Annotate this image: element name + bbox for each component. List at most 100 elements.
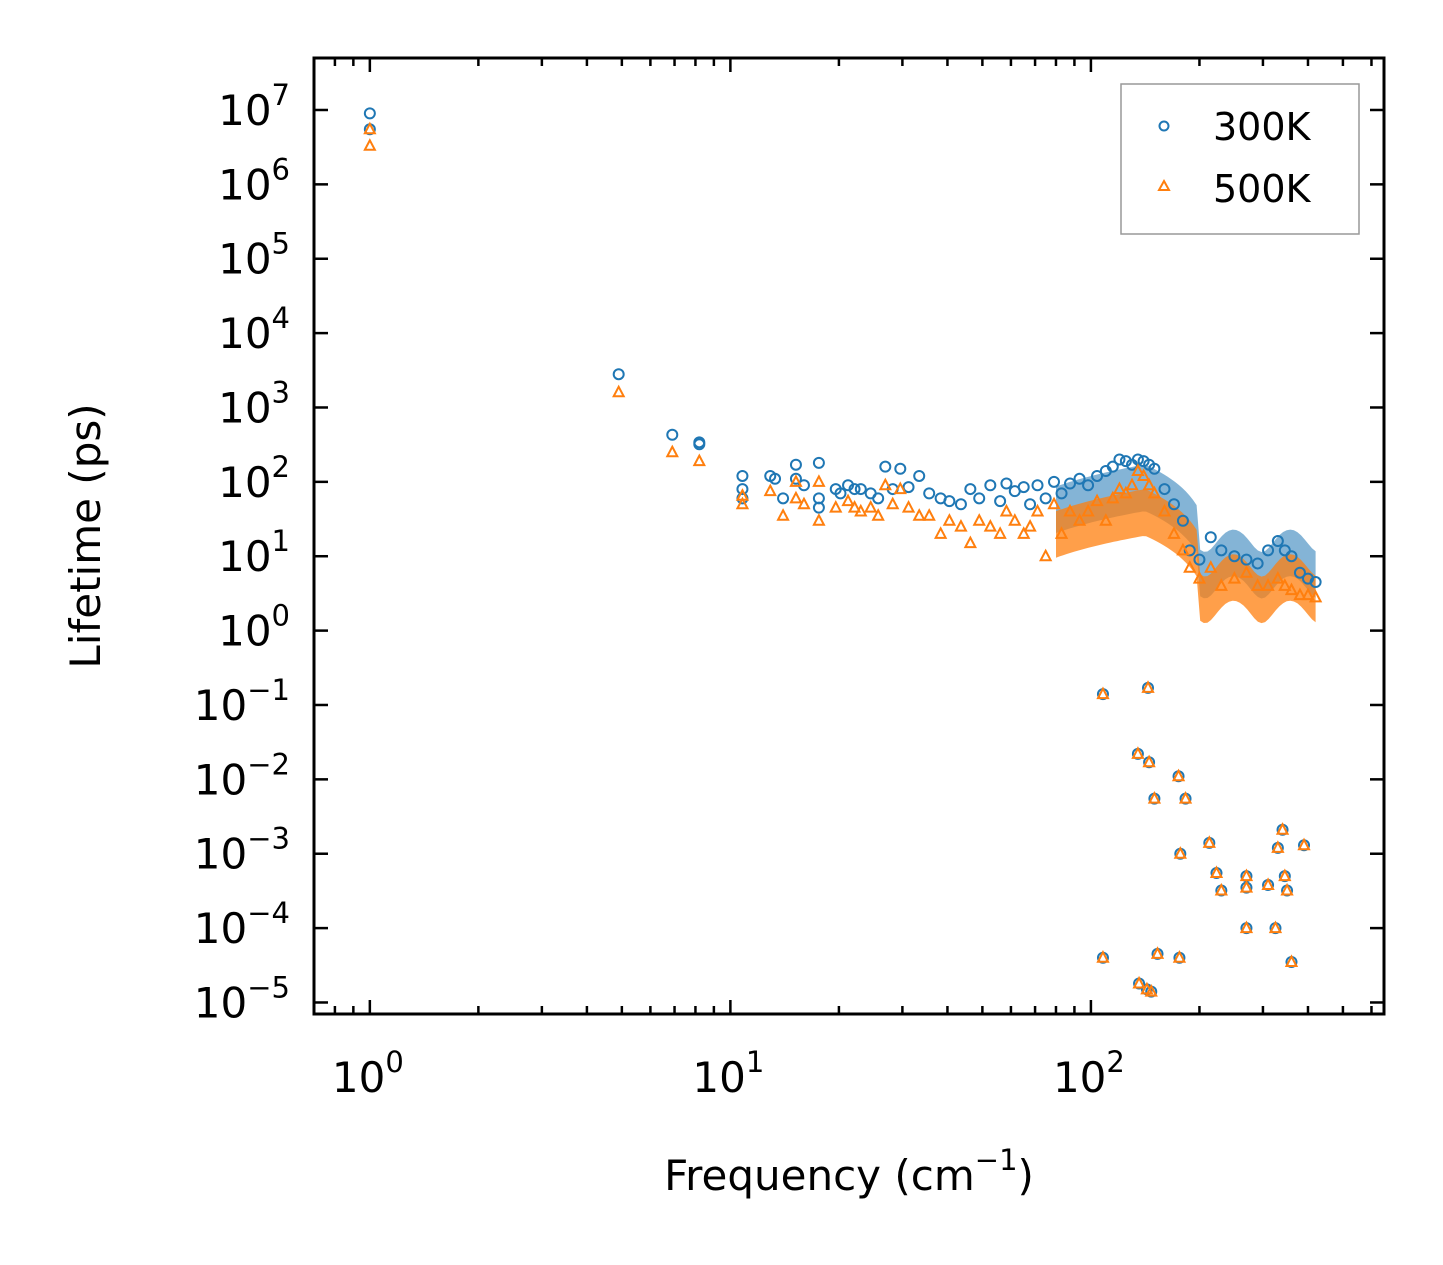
legend-label-300k: 300K [1213, 105, 1312, 149]
point-500k [912, 508, 926, 521]
point-500k [871, 508, 885, 521]
point-500k [1204, 560, 1218, 573]
legend: 300K 500K [1120, 83, 1360, 235]
point-500k [1297, 837, 1311, 851]
point-500k [1209, 865, 1224, 879]
point-500k [1008, 513, 1022, 526]
point-500k [854, 503, 868, 517]
point-500k [1106, 490, 1120, 504]
point-300k [842, 479, 855, 492]
point-300k [1082, 479, 1095, 492]
point-500k [1144, 983, 1158, 997]
point-300k [1064, 477, 1077, 490]
axis-tick-labels: 100 101 102 107 106 105 104 103 102 101 100 10−1 10−… [194, 78, 1125, 1102]
point-500k [812, 513, 826, 526]
point-500k [1136, 468, 1151, 481]
point-500k [1308, 589, 1323, 603]
point-300k [964, 483, 977, 496]
point-300k [363, 107, 376, 120]
point-500k [829, 500, 843, 513]
legend-marker-300k [1158, 120, 1170, 132]
point-500k [864, 500, 878, 513]
point-300k [812, 501, 825, 514]
point-300k [872, 492, 885, 505]
point-500k [1147, 485, 1162, 499]
point-500k [1239, 565, 1254, 578]
point-300k [1091, 469, 1104, 482]
x-axis-label-tail: ) [1018, 1151, 1034, 1200]
point-300k [834, 487, 847, 500]
point-500k [999, 503, 1014, 517]
point-500k [1227, 570, 1242, 584]
y-tick-label: 10−5 [194, 970, 290, 1027]
point-300k [894, 462, 907, 475]
point-500k [1072, 513, 1087, 526]
point-500k [1261, 578, 1275, 591]
plot-frame [312, 56, 1386, 1016]
legend-frame [1120, 83, 1360, 235]
point-500k [1142, 477, 1156, 491]
point-500k [1063, 503, 1077, 517]
point-300k [1024, 498, 1037, 511]
y-tick-label: 107 [218, 78, 290, 135]
point-300k [1204, 531, 1217, 544]
point-300k [666, 428, 679, 441]
point-300k [994, 495, 1007, 508]
point-500k [933, 526, 948, 539]
point-500k [983, 518, 997, 532]
point-300k [789, 472, 802, 485]
point-500k [1131, 746, 1145, 759]
point-500k [1301, 587, 1315, 601]
point-300k [1176, 514, 1189, 527]
point-300k [812, 456, 825, 469]
point-500k [954, 518, 968, 532]
point-300k [1148, 462, 1161, 475]
point-500k [893, 481, 907, 495]
point-500k [1214, 578, 1228, 591]
point-500k [776, 508, 790, 521]
point-500k [1023, 518, 1037, 532]
point-500k [1171, 768, 1186, 782]
point-500k [1096, 950, 1110, 963]
point-500k [963, 535, 978, 549]
point-300k [854, 483, 867, 496]
point-300k [1240, 553, 1253, 566]
point-500k [1280, 882, 1294, 896]
point-300k [1017, 481, 1030, 494]
y-tick-label: 104 [218, 301, 290, 358]
point-500k [1132, 975, 1146, 989]
point-300k [1215, 544, 1228, 557]
point-300k [879, 460, 892, 473]
y-tick-label: 100 [218, 599, 290, 656]
point-500k [1278, 868, 1292, 882]
point-500k [1271, 570, 1285, 584]
point-500k [847, 500, 862, 513]
point-500k [692, 453, 706, 467]
point-300k [1285, 550, 1298, 563]
point-300k [913, 469, 926, 482]
point-500k [1239, 920, 1254, 934]
point-500k [1030, 503, 1045, 517]
point-300k [612, 368, 625, 381]
y-tick-label: 10−1 [194, 673, 290, 730]
point-500k [735, 496, 750, 510]
point-500k [1202, 835, 1216, 848]
y-tick-label: 105 [218, 227, 290, 284]
point-500k [1176, 542, 1190, 556]
point-500k [363, 121, 377, 135]
point-500k [1150, 946, 1165, 959]
point-500k [612, 384, 626, 398]
point-300k [1168, 498, 1181, 511]
x-axis-label-exponent: −1 [975, 1143, 1018, 1177]
point-300k [777, 492, 790, 505]
point-500k [1081, 503, 1095, 517]
y-tick-label: 106 [218, 152, 290, 209]
point-300k [1158, 483, 1171, 496]
point-500k [1039, 548, 1053, 562]
point-500k [1173, 846, 1187, 859]
point-500k [972, 513, 986, 526]
x-axis-label: Frequency (cm−1) [664, 1143, 1034, 1200]
point-500k [1157, 503, 1172, 517]
point-300k [1031, 479, 1044, 492]
